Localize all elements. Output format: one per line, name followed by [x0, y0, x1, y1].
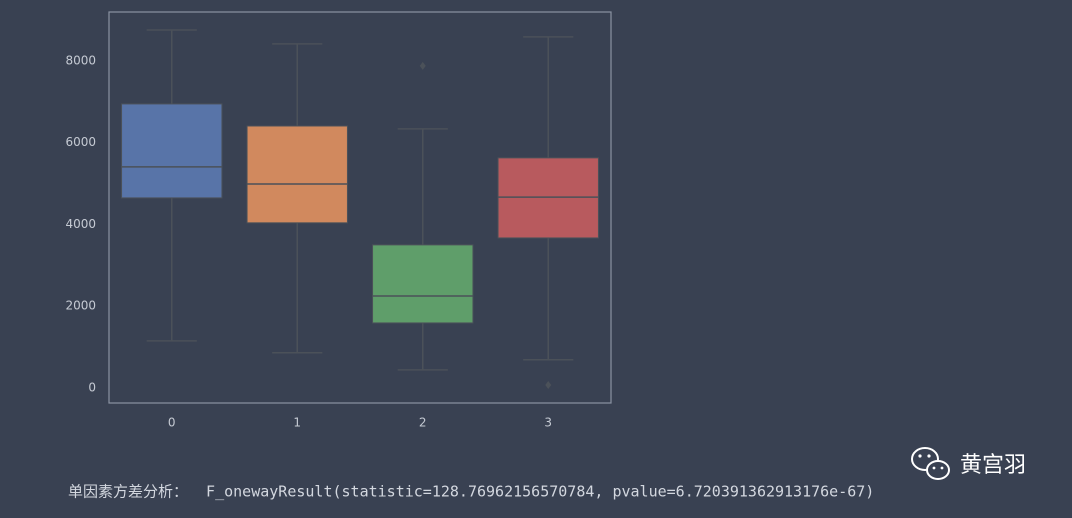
x-tick-label: 3 [544, 416, 552, 430]
outlier [545, 381, 552, 390]
y-tick-label: 4000 [65, 217, 96, 231]
box [372, 244, 474, 324]
plot-frame [108, 11, 612, 404]
x-tick-label: 1 [293, 416, 301, 430]
box [246, 125, 348, 224]
y-tick-label: 6000 [65, 135, 96, 149]
output-text: 单因素方差分析： F_onewayResult(statistic=128.76… [68, 483, 874, 501]
box [497, 157, 599, 239]
wechat-icon [911, 447, 950, 480]
y-tick-label: 0 [88, 380, 96, 394]
box [121, 103, 223, 199]
x-tick-label: 2 [419, 416, 427, 430]
x-tick-label: 0 [168, 416, 176, 430]
y-tick-label: 2000 [65, 299, 96, 313]
watermark: 黄宫羽 [960, 453, 1026, 478]
y-tick-label: 8000 [65, 54, 96, 68]
outlier [419, 61, 426, 70]
